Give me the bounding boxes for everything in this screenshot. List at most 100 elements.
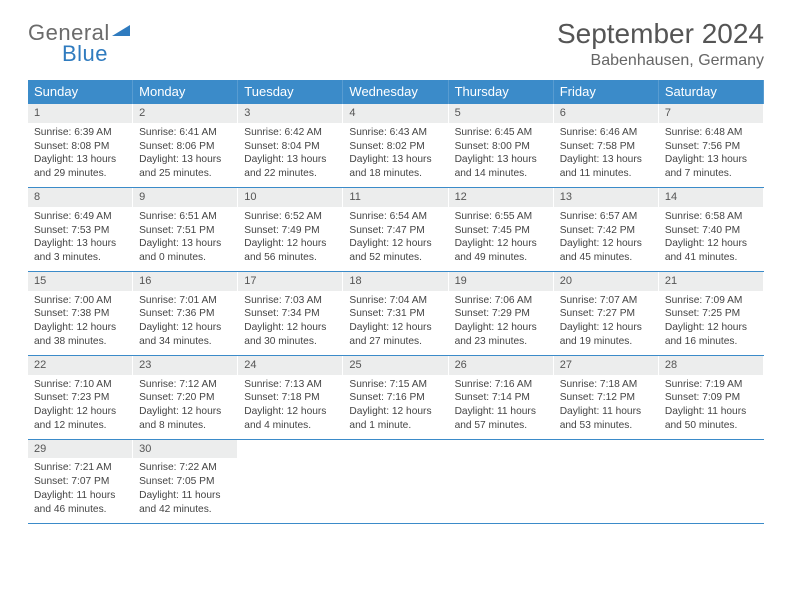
daylight-line-2: and 29 minutes. <box>34 167 127 181</box>
day-header-cell: Sunday <box>28 80 133 104</box>
day-body: Sunrise: 6:55 AMSunset: 7:45 PMDaylight:… <box>449 207 554 271</box>
sunrise-text: Sunrise: 7:00 AM <box>34 294 127 308</box>
logo-text-2: Blue <box>62 44 130 64</box>
sunset-text: Sunset: 8:00 PM <box>455 140 548 154</box>
page-header: General Blue September 2024 Babenhausen,… <box>28 18 764 70</box>
daylight-line-1: Daylight: 12 hours <box>349 405 442 419</box>
day-body: Sunrise: 7:03 AMSunset: 7:34 PMDaylight:… <box>238 291 343 355</box>
daylight-line-1: Daylight: 13 hours <box>665 153 758 167</box>
day-header-cell: Thursday <box>449 80 554 104</box>
day-number: 30 <box>133 440 238 459</box>
daylight-line-2: and 16 minutes. <box>665 335 758 349</box>
week-row: 29Sunrise: 7:21 AMSunset: 7:07 PMDayligh… <box>28 440 764 524</box>
daylight-line-2: and 12 minutes. <box>34 419 127 433</box>
day-body: Sunrise: 7:19 AMSunset: 7:09 PMDaylight:… <box>659 375 764 439</box>
daylight-line-1: Daylight: 12 hours <box>244 237 337 251</box>
logo: General Blue <box>28 22 130 64</box>
sunrise-text: Sunrise: 7:16 AM <box>455 378 548 392</box>
daylight-line-1: Daylight: 12 hours <box>560 321 653 335</box>
day-cell: 16Sunrise: 7:01 AMSunset: 7:36 PMDayligh… <box>133 272 238 355</box>
daylight-line-2: and 8 minutes. <box>139 419 232 433</box>
sunrise-text: Sunrise: 7:13 AM <box>244 378 337 392</box>
daylight-line-1: Daylight: 11 hours <box>455 405 548 419</box>
daylight-line-1: Daylight: 12 hours <box>349 321 442 335</box>
daylight-line-1: Daylight: 13 hours <box>349 153 442 167</box>
sunrise-text: Sunrise: 7:12 AM <box>139 378 232 392</box>
daylight-line-1: Daylight: 12 hours <box>244 405 337 419</box>
week-row: 8Sunrise: 6:49 AMSunset: 7:53 PMDaylight… <box>28 188 764 272</box>
sunrise-text: Sunrise: 6:41 AM <box>139 126 232 140</box>
daylight-line-2: and 46 minutes. <box>34 503 127 517</box>
day-cell: 2Sunrise: 6:41 AMSunset: 8:06 PMDaylight… <box>133 104 238 187</box>
day-number: 26 <box>449 356 554 375</box>
day-body: Sunrise: 7:10 AMSunset: 7:23 PMDaylight:… <box>28 375 133 439</box>
sunrise-text: Sunrise: 6:46 AM <box>560 126 653 140</box>
sunrise-text: Sunrise: 6:52 AM <box>244 210 337 224</box>
sunset-text: Sunset: 7:31 PM <box>349 307 442 321</box>
sunrise-text: Sunrise: 7:15 AM <box>349 378 442 392</box>
weeks-container: 1Sunrise: 6:39 AMSunset: 8:08 PMDaylight… <box>28 104 764 524</box>
daylight-line-1: Daylight: 12 hours <box>560 237 653 251</box>
day-number: 10 <box>238 188 343 207</box>
daylight-line-2: and 56 minutes. <box>244 251 337 265</box>
day-body: Sunrise: 7:18 AMSunset: 7:12 PMDaylight:… <box>554 375 659 439</box>
sunset-text: Sunset: 7:34 PM <box>244 307 337 321</box>
day-number: 3 <box>238 104 343 123</box>
daylight-line-2: and 25 minutes. <box>139 167 232 181</box>
title-block: September 2024 Babenhausen, Germany <box>557 18 764 70</box>
day-cell: 26Sunrise: 7:16 AMSunset: 7:14 PMDayligh… <box>449 356 554 439</box>
day-cell: . <box>659 440 764 523</box>
sunset-text: Sunset: 7:25 PM <box>665 307 758 321</box>
sunset-text: Sunset: 7:05 PM <box>139 475 232 489</box>
daylight-line-2: and 1 minute. <box>349 419 442 433</box>
daylight-line-2: and 4 minutes. <box>244 419 337 433</box>
day-body: Sunrise: 7:15 AMSunset: 7:16 PMDaylight:… <box>343 375 448 439</box>
day-body: Sunrise: 6:41 AMSunset: 8:06 PMDaylight:… <box>133 123 238 187</box>
day-body: Sunrise: 6:51 AMSunset: 7:51 PMDaylight:… <box>133 207 238 271</box>
daylight-line-2: and 52 minutes. <box>349 251 442 265</box>
day-cell: 9Sunrise: 6:51 AMSunset: 7:51 PMDaylight… <box>133 188 238 271</box>
calendar-grid: SundayMondayTuesdayWednesdayThursdayFrid… <box>28 80 764 524</box>
daylight-line-2: and 49 minutes. <box>455 251 548 265</box>
daylight-line-1: Daylight: 12 hours <box>455 321 548 335</box>
day-cell: . <box>449 440 554 523</box>
daylight-line-1: Daylight: 12 hours <box>139 321 232 335</box>
daylight-line-2: and 23 minutes. <box>455 335 548 349</box>
daylight-line-1: Daylight: 12 hours <box>349 237 442 251</box>
day-header-row: SundayMondayTuesdayWednesdayThursdayFrid… <box>28 80 764 104</box>
sunrise-text: Sunrise: 6:57 AM <box>560 210 653 224</box>
daylight-line-2: and 11 minutes. <box>560 167 653 181</box>
day-number: 4 <box>343 104 448 123</box>
sunset-text: Sunset: 7:40 PM <box>665 224 758 238</box>
sunrise-text: Sunrise: 6:54 AM <box>349 210 442 224</box>
day-cell: 17Sunrise: 7:03 AMSunset: 7:34 PMDayligh… <box>238 272 343 355</box>
day-number: 18 <box>343 272 448 291</box>
day-cell: 4Sunrise: 6:43 AMSunset: 8:02 PMDaylight… <box>343 104 448 187</box>
sunset-text: Sunset: 7:36 PM <box>139 307 232 321</box>
day-cell: 3Sunrise: 6:42 AMSunset: 8:04 PMDaylight… <box>238 104 343 187</box>
sunset-text: Sunset: 7:56 PM <box>665 140 758 154</box>
day-body: Sunrise: 7:16 AMSunset: 7:14 PMDaylight:… <box>449 375 554 439</box>
calendar-page: General Blue September 2024 Babenhausen,… <box>0 0 792 542</box>
day-number: 15 <box>28 272 133 291</box>
day-number: 17 <box>238 272 343 291</box>
day-body: Sunrise: 6:52 AMSunset: 7:49 PMDaylight:… <box>238 207 343 271</box>
day-body: Sunrise: 7:22 AMSunset: 7:05 PMDaylight:… <box>133 458 238 522</box>
day-number: 23 <box>133 356 238 375</box>
day-number: 7 <box>659 104 764 123</box>
daylight-line-1: Daylight: 11 hours <box>139 489 232 503</box>
day-cell: 22Sunrise: 7:10 AMSunset: 7:23 PMDayligh… <box>28 356 133 439</box>
day-body: Sunrise: 7:04 AMSunset: 7:31 PMDaylight:… <box>343 291 448 355</box>
sunset-text: Sunset: 7:09 PM <box>665 391 758 405</box>
daylight-line-1: Daylight: 12 hours <box>665 321 758 335</box>
day-body: Sunrise: 6:48 AMSunset: 7:56 PMDaylight:… <box>659 123 764 187</box>
day-body: Sunrise: 7:07 AMSunset: 7:27 PMDaylight:… <box>554 291 659 355</box>
day-body: Sunrise: 6:58 AMSunset: 7:40 PMDaylight:… <box>659 207 764 271</box>
day-header-cell: Monday <box>133 80 238 104</box>
daylight-line-1: Daylight: 13 hours <box>34 237 127 251</box>
day-cell: . <box>343 440 448 523</box>
day-number: 5 <box>449 104 554 123</box>
sunset-text: Sunset: 7:14 PM <box>455 391 548 405</box>
sunrise-text: Sunrise: 6:39 AM <box>34 126 127 140</box>
sunset-text: Sunset: 7:27 PM <box>560 307 653 321</box>
